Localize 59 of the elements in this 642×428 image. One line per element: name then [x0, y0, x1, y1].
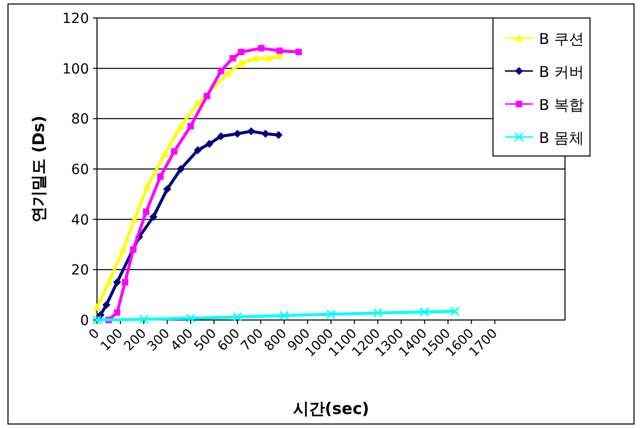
y-tick-label: 80	[71, 112, 89, 128]
point	[252, 54, 260, 62]
point	[186, 313, 196, 323]
y-tick-label: 20	[71, 262, 89, 279]
point	[326, 309, 336, 319]
point	[264, 54, 273, 62]
x-tick-label: 0	[86, 326, 103, 343]
point	[142, 208, 150, 215]
point	[230, 55, 236, 62]
point	[113, 278, 122, 286]
legend-label: B 커버	[539, 63, 584, 81]
point	[92, 315, 102, 325]
point	[218, 68, 224, 74]
point	[122, 279, 128, 286]
point	[143, 182, 152, 190]
point	[274, 131, 283, 140]
y-tick-label: 60	[71, 162, 89, 178]
point	[102, 300, 110, 309]
legend-label: B 쿠션	[539, 30, 584, 48]
point	[276, 48, 283, 54]
point	[130, 246, 136, 253]
point	[130, 215, 138, 223]
point	[114, 309, 120, 316]
point	[163, 185, 172, 194]
point	[139, 314, 149, 324]
y-tick-label: 40	[71, 212, 89, 228]
point	[187, 123, 194, 130]
point	[217, 132, 226, 140]
point	[149, 212, 158, 221]
y-tick-label: 0	[80, 313, 89, 329]
point	[119, 246, 128, 253]
point	[224, 69, 232, 77]
point	[104, 278, 113, 286]
point	[205, 140, 214, 148]
point	[261, 130, 270, 138]
point	[420, 307, 430, 317]
point	[176, 165, 185, 173]
point	[238, 48, 244, 56]
y-tick-label: 100	[62, 61, 89, 78]
legend-label: B 몸체	[539, 129, 584, 147]
point	[233, 130, 242, 138]
point	[194, 146, 202, 154]
x-tick-label: 300	[144, 326, 174, 354]
y-tick-label: 120	[62, 11, 89, 27]
point	[258, 45, 264, 52]
point	[373, 308, 383, 318]
point	[247, 127, 256, 136]
point	[171, 148, 178, 155]
point	[160, 150, 169, 158]
point	[296, 48, 302, 56]
point	[450, 306, 460, 316]
point	[279, 310, 289, 320]
x-axis-title: 시간(sec)	[292, 399, 370, 418]
point	[232, 312, 242, 322]
point	[157, 173, 164, 180]
point	[93, 303, 101, 311]
point	[176, 122, 185, 130]
legend-label: B 복합	[539, 96, 584, 114]
y-axis-title: 연기밀도 (Ds)	[29, 116, 48, 222]
